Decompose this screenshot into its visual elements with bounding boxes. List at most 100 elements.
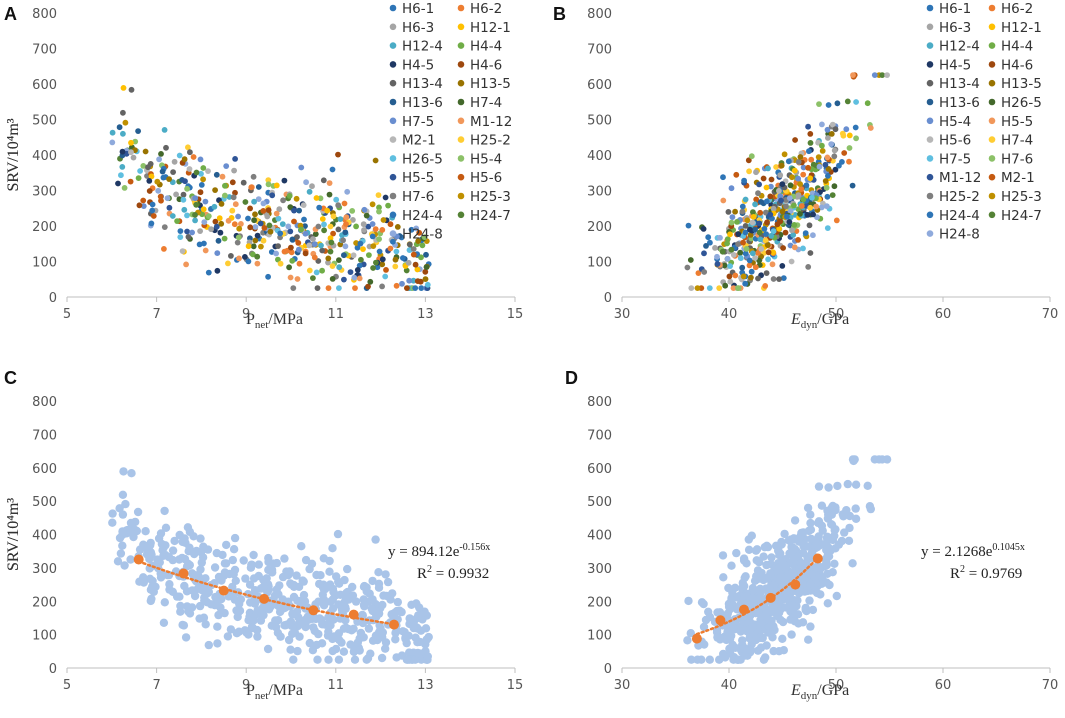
scatter-point — [728, 219, 735, 226]
scatter-point — [366, 252, 372, 258]
scatter-point — [743, 246, 750, 252]
scatter-point — [378, 628, 387, 637]
scatter-point — [817, 521, 827, 530]
scatter-point — [383, 577, 393, 587]
legend-label: H7-4 — [1001, 133, 1033, 149]
scatter-point — [306, 242, 313, 249]
scatter-point — [853, 135, 859, 142]
scatter-point — [192, 212, 198, 218]
legend-marker — [457, 98, 465, 106]
scatter-point — [793, 610, 803, 619]
scatter-point — [260, 237, 267, 244]
scatter-point — [150, 213, 157, 219]
scatter-point — [742, 250, 749, 257]
scatter-point — [289, 655, 298, 664]
scatter-point — [253, 625, 262, 635]
scatter-point — [231, 167, 238, 174]
scatter-point — [122, 119, 129, 126]
scatter-point — [303, 179, 309, 186]
scatter-point — [413, 225, 420, 232]
y-tick-label: 300 — [587, 185, 612, 200]
scatter-point — [302, 230, 309, 237]
scatter-point — [748, 593, 757, 603]
y-tick-label: 500 — [32, 114, 57, 129]
x-tick-label: 70 — [1042, 307, 1059, 322]
scatter-point — [797, 181, 803, 188]
binned-point — [348, 609, 359, 620]
scatter-point — [221, 235, 228, 242]
scatter-point — [382, 194, 389, 201]
scatter-point — [871, 72, 878, 78]
y-tick-label: 700 — [32, 43, 57, 58]
scatter-point — [763, 270, 770, 276]
scatter-point — [840, 528, 849, 537]
scatter-point — [210, 563, 220, 572]
scatter-point — [780, 275, 787, 281]
scatter-point — [158, 197, 164, 204]
scatter-point — [806, 510, 815, 519]
scatter-point — [143, 541, 153, 551]
scatter-point — [379, 227, 386, 233]
y-tick-label: 100 — [587, 256, 612, 271]
scatter-point — [341, 200, 348, 207]
scatter-point — [323, 582, 332, 592]
scatter-point — [182, 562, 192, 571]
legend-label: H5-6 — [470, 170, 502, 186]
scatter-point — [765, 249, 772, 256]
scatter-point — [851, 480, 861, 489]
scatter-point — [392, 653, 401, 662]
scatter-point — [314, 597, 323, 606]
scatter-point — [839, 130, 846, 137]
scatter-point — [405, 259, 412, 266]
scatter-point — [119, 467, 128, 476]
scatter-point — [166, 204, 173, 211]
scatter-point — [800, 196, 807, 203]
legend-marker — [988, 4, 996, 12]
scatter-point — [353, 638, 362, 647]
x-axis-title-main: E — [790, 311, 801, 328]
scatter-point — [734, 655, 743, 664]
scatter-point — [825, 135, 831, 141]
scatter-point — [831, 147, 838, 154]
scatter-point — [381, 644, 390, 653]
scatter-point — [218, 201, 225, 207]
scatter-point — [751, 635, 760, 645]
y-tick-label: 800 — [587, 7, 612, 22]
scatter-point — [744, 217, 751, 224]
panel-label-c: C — [4, 368, 17, 388]
scatter-point — [734, 219, 740, 225]
scatter-point — [705, 655, 714, 664]
scatter-point — [343, 214, 350, 221]
y-tick-label: 400 — [587, 149, 612, 164]
scatter-point — [128, 149, 134, 156]
scatter-point — [758, 246, 765, 252]
fit-equation-exponent: -0.156x — [459, 542, 490, 553]
scatter-point — [831, 153, 838, 160]
scatter-point — [121, 185, 128, 191]
scatter-point — [232, 156, 239, 162]
scatter-point — [276, 604, 285, 613]
legend-label: H4-5 — [402, 57, 434, 73]
scatter-point — [166, 176, 173, 183]
scatter-point — [753, 566, 763, 575]
scatter-point — [290, 285, 297, 291]
scatter-point — [693, 655, 702, 664]
legend-marker — [457, 4, 465, 12]
scatter-point — [226, 625, 236, 634]
legend-label: H5-5 — [402, 170, 434, 186]
scatter-point — [774, 647, 784, 656]
x-axis-title: Pnet/MPa — [246, 311, 303, 331]
scatter-point — [768, 176, 775, 183]
x-axis-title-main: E — [790, 682, 801, 699]
scatter-point — [810, 232, 816, 239]
data-points — [684, 72, 890, 291]
scatter-point — [249, 550, 258, 560]
r-squared-value: = 0.9769 — [965, 566, 1022, 582]
scatter-point — [329, 587, 338, 597]
y-tick-label: 600 — [587, 78, 612, 93]
scatter-point — [374, 568, 383, 577]
scatter-point — [187, 149, 193, 156]
scatter-point — [781, 151, 788, 158]
x-tick-label: 30 — [614, 678, 631, 693]
